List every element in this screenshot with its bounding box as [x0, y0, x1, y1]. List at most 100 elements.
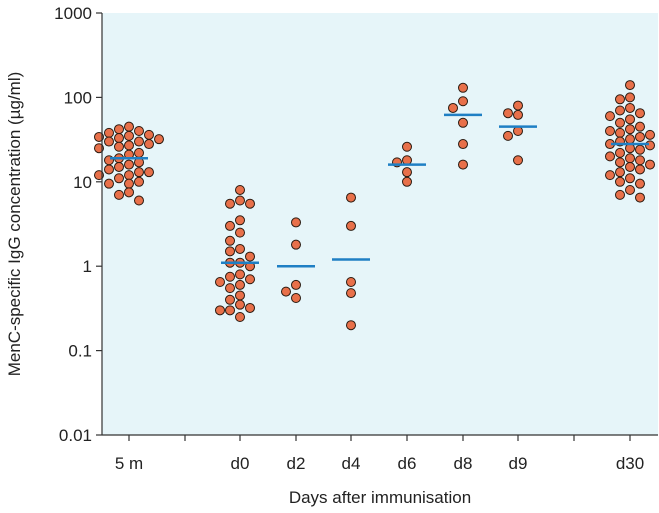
- data-point: [605, 125, 615, 136]
- data-point: [235, 269, 245, 280]
- data-point: [346, 192, 356, 203]
- data-point: [635, 155, 645, 166]
- data-point: [605, 111, 615, 122]
- y-tick-label: 0.01: [59, 426, 92, 445]
- group-d30: [605, 80, 655, 203]
- x-tick-label: d4: [342, 454, 361, 473]
- data-point: [615, 147, 625, 158]
- data-point: [235, 243, 245, 254]
- data-point: [605, 151, 615, 162]
- data-point: [114, 141, 124, 152]
- data-point: [114, 124, 124, 135]
- x-tick-label: d8: [454, 454, 473, 473]
- data-point: [124, 178, 134, 189]
- data-point: [615, 117, 625, 128]
- data-point: [124, 140, 134, 151]
- data-point: [134, 136, 144, 147]
- data-point: [235, 184, 245, 195]
- data-point: [225, 246, 235, 257]
- data-point: [225, 294, 235, 305]
- group-d9: [499, 100, 537, 166]
- data-point: [625, 114, 635, 125]
- data-point: [235, 215, 245, 226]
- data-point: [513, 155, 523, 166]
- y-tick-label: 0.1: [68, 342, 92, 361]
- data-point: [134, 195, 144, 206]
- data-point: [625, 161, 635, 172]
- data-point: [615, 176, 625, 187]
- data-point: [615, 94, 625, 105]
- y-axis-title: MenC-specific IgG concentration (µg/ml): [5, 72, 24, 377]
- data-point: [635, 121, 645, 132]
- data-point: [458, 96, 468, 107]
- data-point: [225, 305, 235, 316]
- data-point: [615, 105, 625, 116]
- x-tick-label: d2: [287, 454, 306, 473]
- data-point: [104, 178, 114, 189]
- data-point: [225, 198, 235, 209]
- data-point: [291, 239, 301, 250]
- x-tick-label: d30: [616, 454, 644, 473]
- data-point: [458, 82, 468, 93]
- data-point: [144, 139, 154, 150]
- y-tick-label: 10: [73, 173, 92, 192]
- data-point: [346, 288, 356, 299]
- data-point: [104, 136, 114, 147]
- data-point: [291, 279, 301, 290]
- data-point: [402, 167, 412, 178]
- data-point: [144, 167, 154, 178]
- data-point: [235, 299, 245, 310]
- data-point: [645, 159, 655, 170]
- axes: 0.01 0.1 1 10 100 1000 5 m d0 d2 d4 d6 d8 d9 d30: [54, 4, 658, 473]
- data-point: [625, 184, 635, 195]
- data-point: [625, 173, 635, 184]
- data-point: [513, 109, 523, 120]
- x-tick-label: d9: [509, 454, 528, 473]
- data-point: [448, 102, 458, 113]
- data-point: [635, 164, 645, 175]
- data-point: [635, 192, 645, 203]
- data-point: [645, 140, 655, 151]
- group-5-m: [94, 121, 164, 206]
- data-point: [458, 117, 468, 128]
- data-point: [625, 80, 635, 91]
- y-tick-label: 100: [64, 88, 92, 107]
- x-tick-label: 5 m: [115, 454, 143, 473]
- data-point: [104, 127, 114, 138]
- data-point: [235, 312, 245, 323]
- data-point: [114, 133, 124, 144]
- data-point: [245, 274, 255, 285]
- data-groups: [94, 80, 655, 331]
- data-point: [635, 108, 645, 119]
- data-point: [458, 159, 468, 170]
- data-point: [635, 178, 645, 189]
- data-point: [124, 121, 134, 132]
- data-point: [235, 290, 245, 301]
- data-point: [513, 100, 523, 111]
- data-point: [124, 170, 134, 181]
- data-point: [104, 164, 114, 175]
- data-point: [625, 153, 635, 164]
- data-point: [134, 176, 144, 187]
- data-point: [245, 198, 255, 209]
- data-point: [94, 170, 104, 181]
- data-point: [346, 276, 356, 287]
- data-point: [625, 134, 635, 145]
- data-point: [291, 292, 301, 303]
- group-d0: [215, 184, 259, 323]
- data-point: [134, 125, 144, 136]
- data-point: [215, 305, 225, 316]
- y-tick-label: 1000: [54, 4, 92, 23]
- data-point: [235, 279, 245, 290]
- data-point: [114, 173, 124, 184]
- x-tick-label: d6: [398, 454, 417, 473]
- data-point: [458, 139, 468, 150]
- data-point: [94, 131, 104, 142]
- data-point: [124, 159, 134, 170]
- data-point: [144, 129, 154, 140]
- data-point: [625, 124, 635, 135]
- data-point: [245, 251, 255, 262]
- data-point: [615, 157, 625, 168]
- data-point: [615, 189, 625, 200]
